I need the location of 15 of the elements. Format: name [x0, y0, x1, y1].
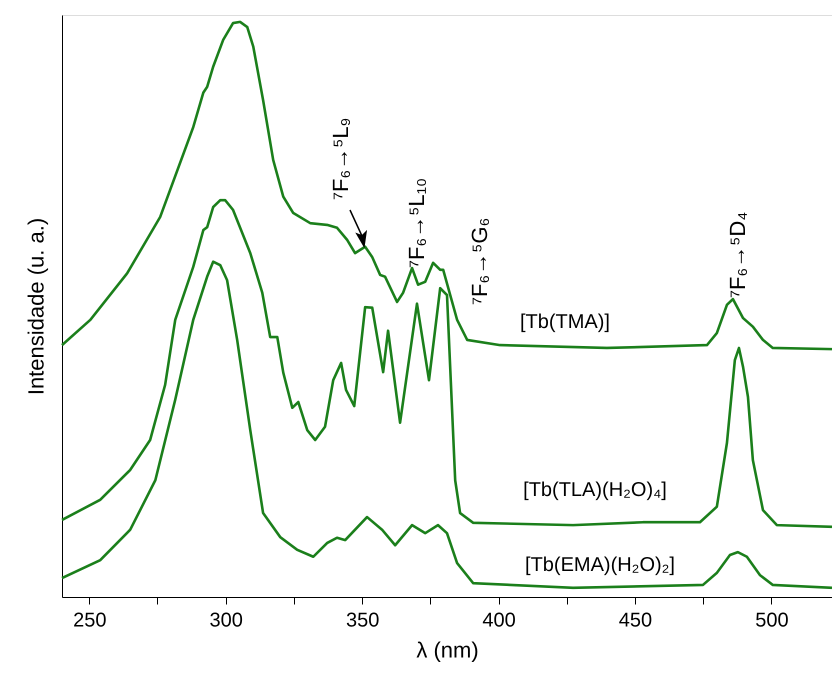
x-tick-label: 500 — [755, 610, 789, 632]
annotation: ⁷F₆→⁵L₉ — [328, 118, 353, 200]
x-tick-label: 250 — [73, 610, 106, 632]
x-tick-label: 350 — [346, 610, 380, 632]
annotation: ⁷F₆→⁵G₆ — [467, 218, 492, 305]
x-tick-label: 300 — [210, 610, 243, 632]
x-tick-label: 400 — [482, 610, 516, 632]
series-label: [Tb(TMA)] — [520, 311, 610, 333]
y-axis-title: Intensidade (u. a.) — [24, 218, 48, 396]
series-label: [Tb(TLA)(H₂O)₄] — [523, 479, 667, 501]
annotation: ⁷F₆→⁵L₁₀ — [404, 178, 429, 268]
annotation: ⁷F₆→⁵D₄ — [725, 212, 750, 298]
x-axis-title: λ (nm) — [416, 638, 479, 662]
series-label: [Tb(EMA)(H₂O)₂] — [525, 554, 675, 576]
x-tick-label: 450 — [618, 610, 652, 632]
